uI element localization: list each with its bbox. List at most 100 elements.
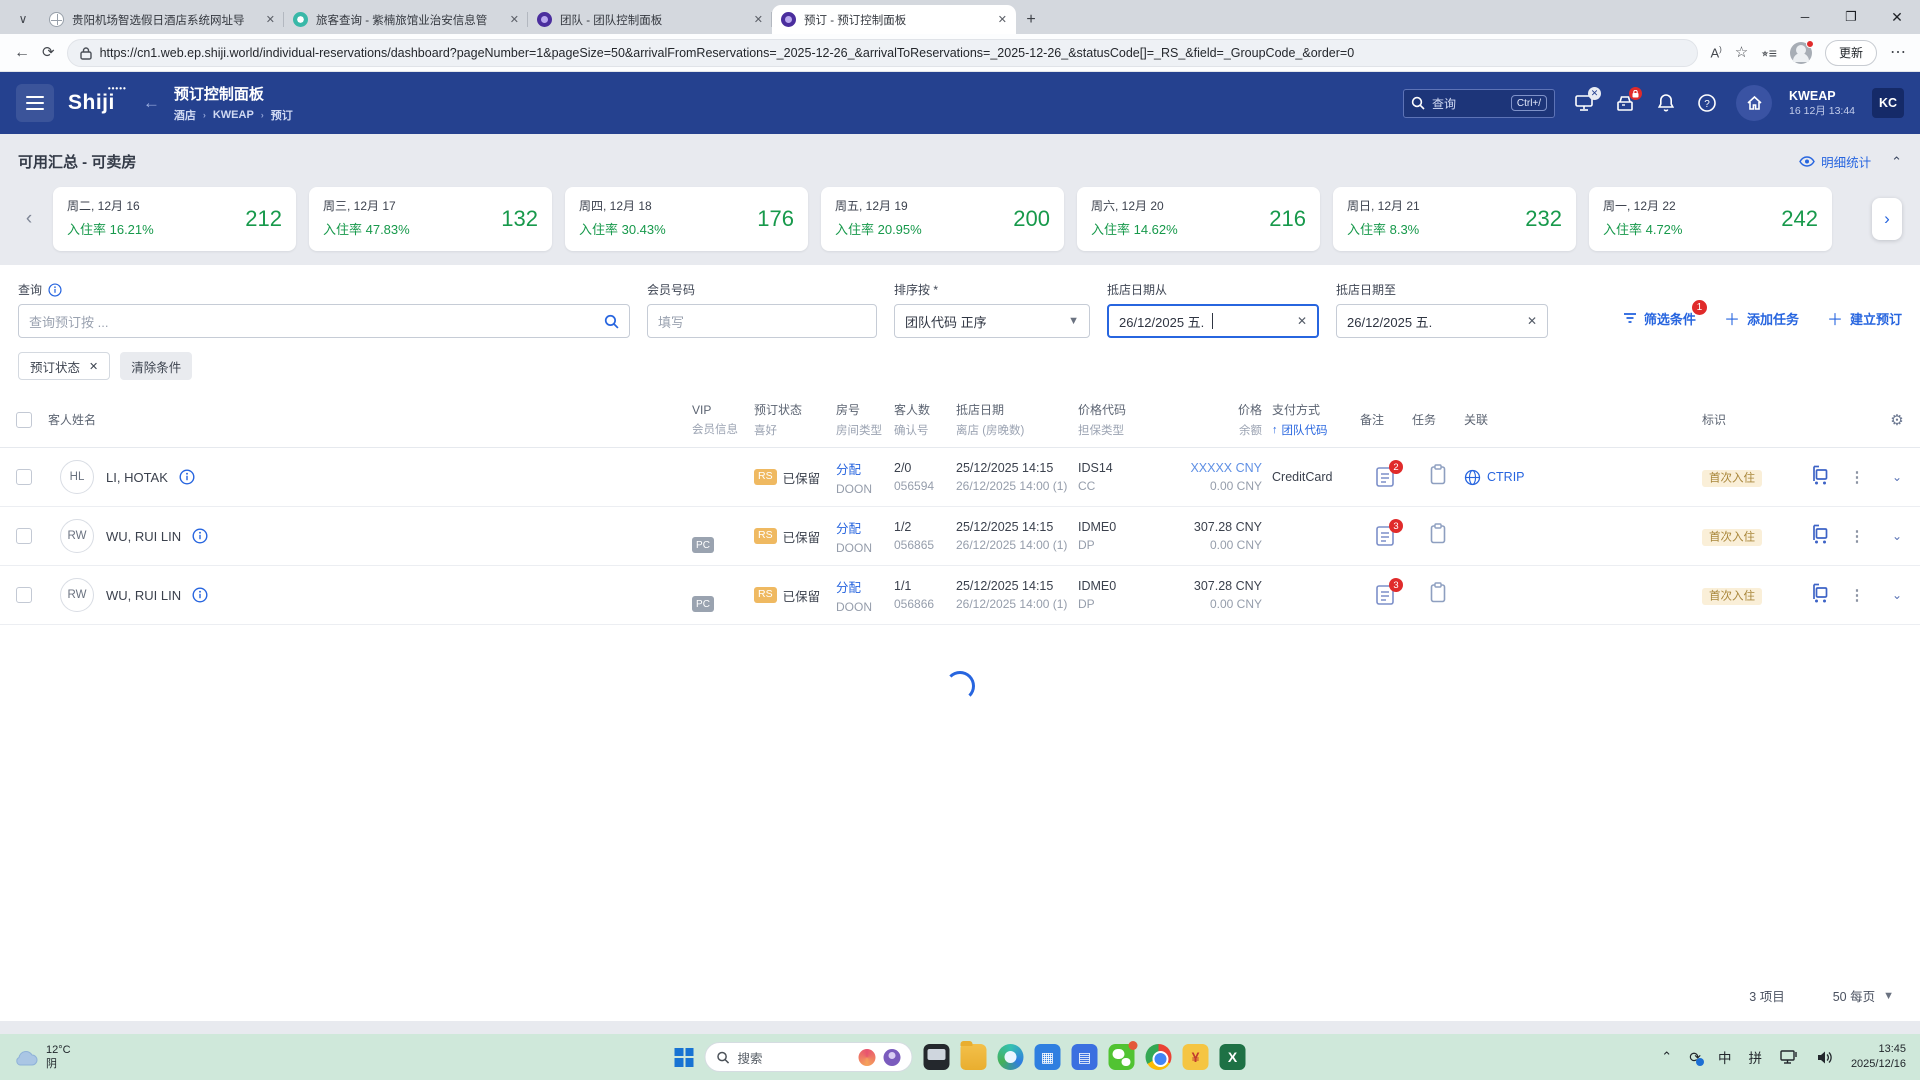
- property-code[interactable]: KWEAP: [1789, 88, 1836, 103]
- availability-card[interactable]: 周一, 12月 22 入住率 4.72% 242: [1589, 187, 1832, 251]
- arrival-to-input[interactable]: 26/12/2025 五. ✕: [1336, 304, 1548, 338]
- search-rewards-icon[interactable]: [883, 1048, 901, 1066]
- workstation-icon[interactable]: ✕: [1572, 87, 1602, 115]
- notes-icon[interactable]: 3: [1375, 578, 1403, 606]
- col-payment[interactable]: 支付方式: [1272, 403, 1321, 417]
- info-icon[interactable]: [192, 587, 208, 603]
- breadcrumb-reservation[interactable]: 预订: [270, 110, 293, 122]
- availability-card[interactable]: 周四, 12月 18 入住率 30.43% 176: [565, 187, 808, 251]
- browser-tab[interactable]: 预订 - 预订控制面板 ✕: [772, 5, 1016, 34]
- col-guest-name[interactable]: 客人姓名: [48, 413, 97, 427]
- availability-card[interactable]: 周二, 12月 16 入住率 16.21% 212: [53, 187, 296, 251]
- help-icon[interactable]: ?: [1695, 91, 1719, 115]
- status-filter-chip[interactable]: 预订状态 ✕: [18, 352, 111, 380]
- row-checkbox[interactable]: [16, 469, 32, 485]
- arrival-from-input[interactable]: 26/12/2025 五. ✕: [1107, 304, 1319, 338]
- browser-tab[interactable]: 团队 - 团队控制面板 ✕: [528, 5, 772, 34]
- table-settings-gear-icon[interactable]: ⚙: [1890, 411, 1904, 429]
- taskbar-clock[interactable]: 13:45 2025/12/16: [1851, 1042, 1906, 1072]
- filter-conditions-button[interactable]: 筛选条件 1: [1623, 299, 1707, 328]
- row-checkbox[interactable]: [16, 587, 32, 603]
- luggage-cart-icon[interactable]: [1811, 465, 1828, 490]
- app-chrome-icon[interactable]: [1145, 1044, 1172, 1070]
- tab-close-icon[interactable]: ✕: [753, 14, 763, 26]
- browser-menu-icon[interactable]: ⋯: [1890, 43, 1906, 61]
- tab-close-icon[interactable]: ✕: [265, 14, 275, 26]
- guest-name[interactable]: WU, RUI LIN: [106, 528, 182, 544]
- tab-search-caret-icon[interactable]: ∨: [18, 12, 28, 26]
- col-room[interactable]: 房号: [836, 403, 861, 417]
- browser-profile-avatar[interactable]: [1789, 39, 1814, 64]
- remove-chip-icon[interactable]: ✕: [89, 360, 99, 373]
- price-value[interactable]: XXXXX CNY: [1190, 461, 1262, 475]
- luggage-cart-icon[interactable]: [1811, 524, 1828, 549]
- clear-filters-chip[interactable]: 清除条件: [120, 352, 193, 380]
- address-bar[interactable]: https://cn1.web.ep.shiji.world/individua…: [66, 38, 1699, 67]
- browser-update-button[interactable]: 更新: [1824, 39, 1877, 66]
- refresh-icon[interactable]: ⟳: [42, 44, 55, 61]
- guest-name[interactable]: LI, HOTAK: [106, 469, 168, 485]
- network-icon[interactable]: [1779, 1049, 1799, 1065]
- association-label[interactable]: CTRIP: [1487, 470, 1525, 484]
- weather-widget[interactable]: 12°C 阴: [14, 1043, 71, 1072]
- taskbar-search[interactable]: 搜索: [704, 1042, 913, 1072]
- back-icon[interactable]: ←: [14, 43, 30, 61]
- row-menu-icon[interactable]: ⋮: [1849, 587, 1865, 604]
- breadcrumb-hotel[interactable]: 酒店: [173, 110, 196, 122]
- sync-icon[interactable]: ⟳: [1689, 1049, 1704, 1066]
- row-expand-icon[interactable]: ⌄: [1891, 588, 1903, 602]
- app-wechat-icon[interactable]: [1108, 1041, 1138, 1070]
- create-reservation-button[interactable]: ＋ 建立预订: [1827, 306, 1902, 330]
- read-aloud-icon[interactable]: A): [1710, 44, 1722, 61]
- row-expand-icon[interactable]: ⌄: [1891, 529, 1903, 543]
- availability-card[interactable]: 周日, 12月 21 入住率 8.3% 232: [1333, 187, 1576, 251]
- task-clipboard-icon[interactable]: [1430, 523, 1446, 549]
- price-value[interactable]: 307.28 CNY: [1193, 579, 1262, 593]
- reservation-row[interactable]: HL LI, HOTAK RS 已保留 分配 DOON 2/0 056594 25/1…: [0, 448, 1920, 507]
- availability-card[interactable]: 周三, 12月 17 入住率 47.83% 132: [309, 187, 552, 251]
- clear-icon[interactable]: ✕: [1296, 314, 1307, 328]
- app-excel-icon[interactable]: [1219, 1044, 1246, 1070]
- info-icon[interactable]: [179, 469, 195, 485]
- detail-statistics-link[interactable]: 明细统计: [1799, 152, 1871, 171]
- info-icon[interactable]: [192, 528, 208, 544]
- home-icon[interactable]: [1736, 85, 1773, 121]
- col-guests[interactable]: 客人数: [894, 403, 931, 417]
- search-highlight-icon[interactable]: [858, 1048, 876, 1066]
- page-size-select[interactable]: 50 每页 ▼: [1832, 989, 1894, 1005]
- price-value[interactable]: 307.28 CNY: [1193, 520, 1262, 534]
- app-edge-icon[interactable]: [997, 1044, 1024, 1070]
- ime-mode-indicator[interactable]: 拼: [1748, 1051, 1762, 1066]
- reservation-row[interactable]: RW WU, RUI LIN PC RS 已保留 分配 DOON 1/1 056866…: [0, 566, 1920, 625]
- collections-icon[interactable]: ⭒≡: [1761, 44, 1777, 61]
- col-price[interactable]: 价格: [1237, 403, 1262, 417]
- row-menu-icon[interactable]: ⋮: [1849, 469, 1865, 486]
- cashier-icon[interactable]: [1613, 87, 1643, 115]
- collapse-section-icon[interactable]: ⌃: [1891, 153, 1902, 169]
- url-text[interactable]: https://cn1.web.ep.shiji.world/individua…: [99, 45, 1355, 60]
- volume-icon[interactable]: [1816, 1050, 1834, 1065]
- carousel-prev-icon[interactable]: ‹: [25, 208, 33, 229]
- start-button[interactable]: [674, 1047, 694, 1067]
- ime-language-indicator[interactable]: 中: [1717, 1051, 1732, 1066]
- assign-room-link[interactable]: 分配: [836, 462, 862, 477]
- notes-icon[interactable]: 3: [1375, 519, 1403, 547]
- tab-close-icon[interactable]: ✕: [509, 14, 519, 26]
- availability-card[interactable]: 周六, 12月 20 入住率 14.62% 216: [1077, 187, 1320, 251]
- availability-card[interactable]: 周五, 12月 19 入住率 20.95% 200: [821, 187, 1064, 251]
- carousel-next-icon[interactable]: ›: [1872, 198, 1902, 240]
- col-notes[interactable]: 备注: [1360, 413, 1385, 427]
- app-file-explorer-icon[interactable]: [960, 1041, 987, 1070]
- clear-icon[interactable]: ✕: [1526, 314, 1537, 328]
- app-store-icon[interactable]: [1034, 1044, 1061, 1070]
- col-rate[interactable]: 价格代码: [1078, 403, 1127, 417]
- col-task[interactable]: 任务: [1412, 413, 1437, 427]
- sort-by-select[interactable]: 团队代码 正序 ▼: [894, 304, 1090, 338]
- search-icon[interactable]: [604, 314, 619, 329]
- breadcrumb-property[interactable]: KWEAP: [212, 109, 254, 121]
- row-menu-icon[interactable]: ⋮: [1849, 528, 1865, 545]
- favorite-star-icon[interactable]: ☆: [1734, 44, 1749, 61]
- task-clipboard-icon[interactable]: [1430, 582, 1446, 608]
- guest-name[interactable]: WU, RUI LIN: [106, 587, 182, 603]
- col-assoc[interactable]: 关联: [1464, 413, 1489, 427]
